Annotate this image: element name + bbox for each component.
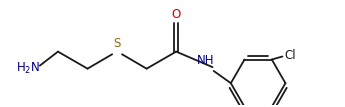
Text: Cl: Cl bbox=[284, 49, 296, 62]
Text: H$_2$N: H$_2$N bbox=[16, 61, 40, 76]
Text: NH: NH bbox=[197, 54, 215, 67]
Text: S: S bbox=[114, 37, 121, 51]
Text: O: O bbox=[171, 8, 181, 21]
